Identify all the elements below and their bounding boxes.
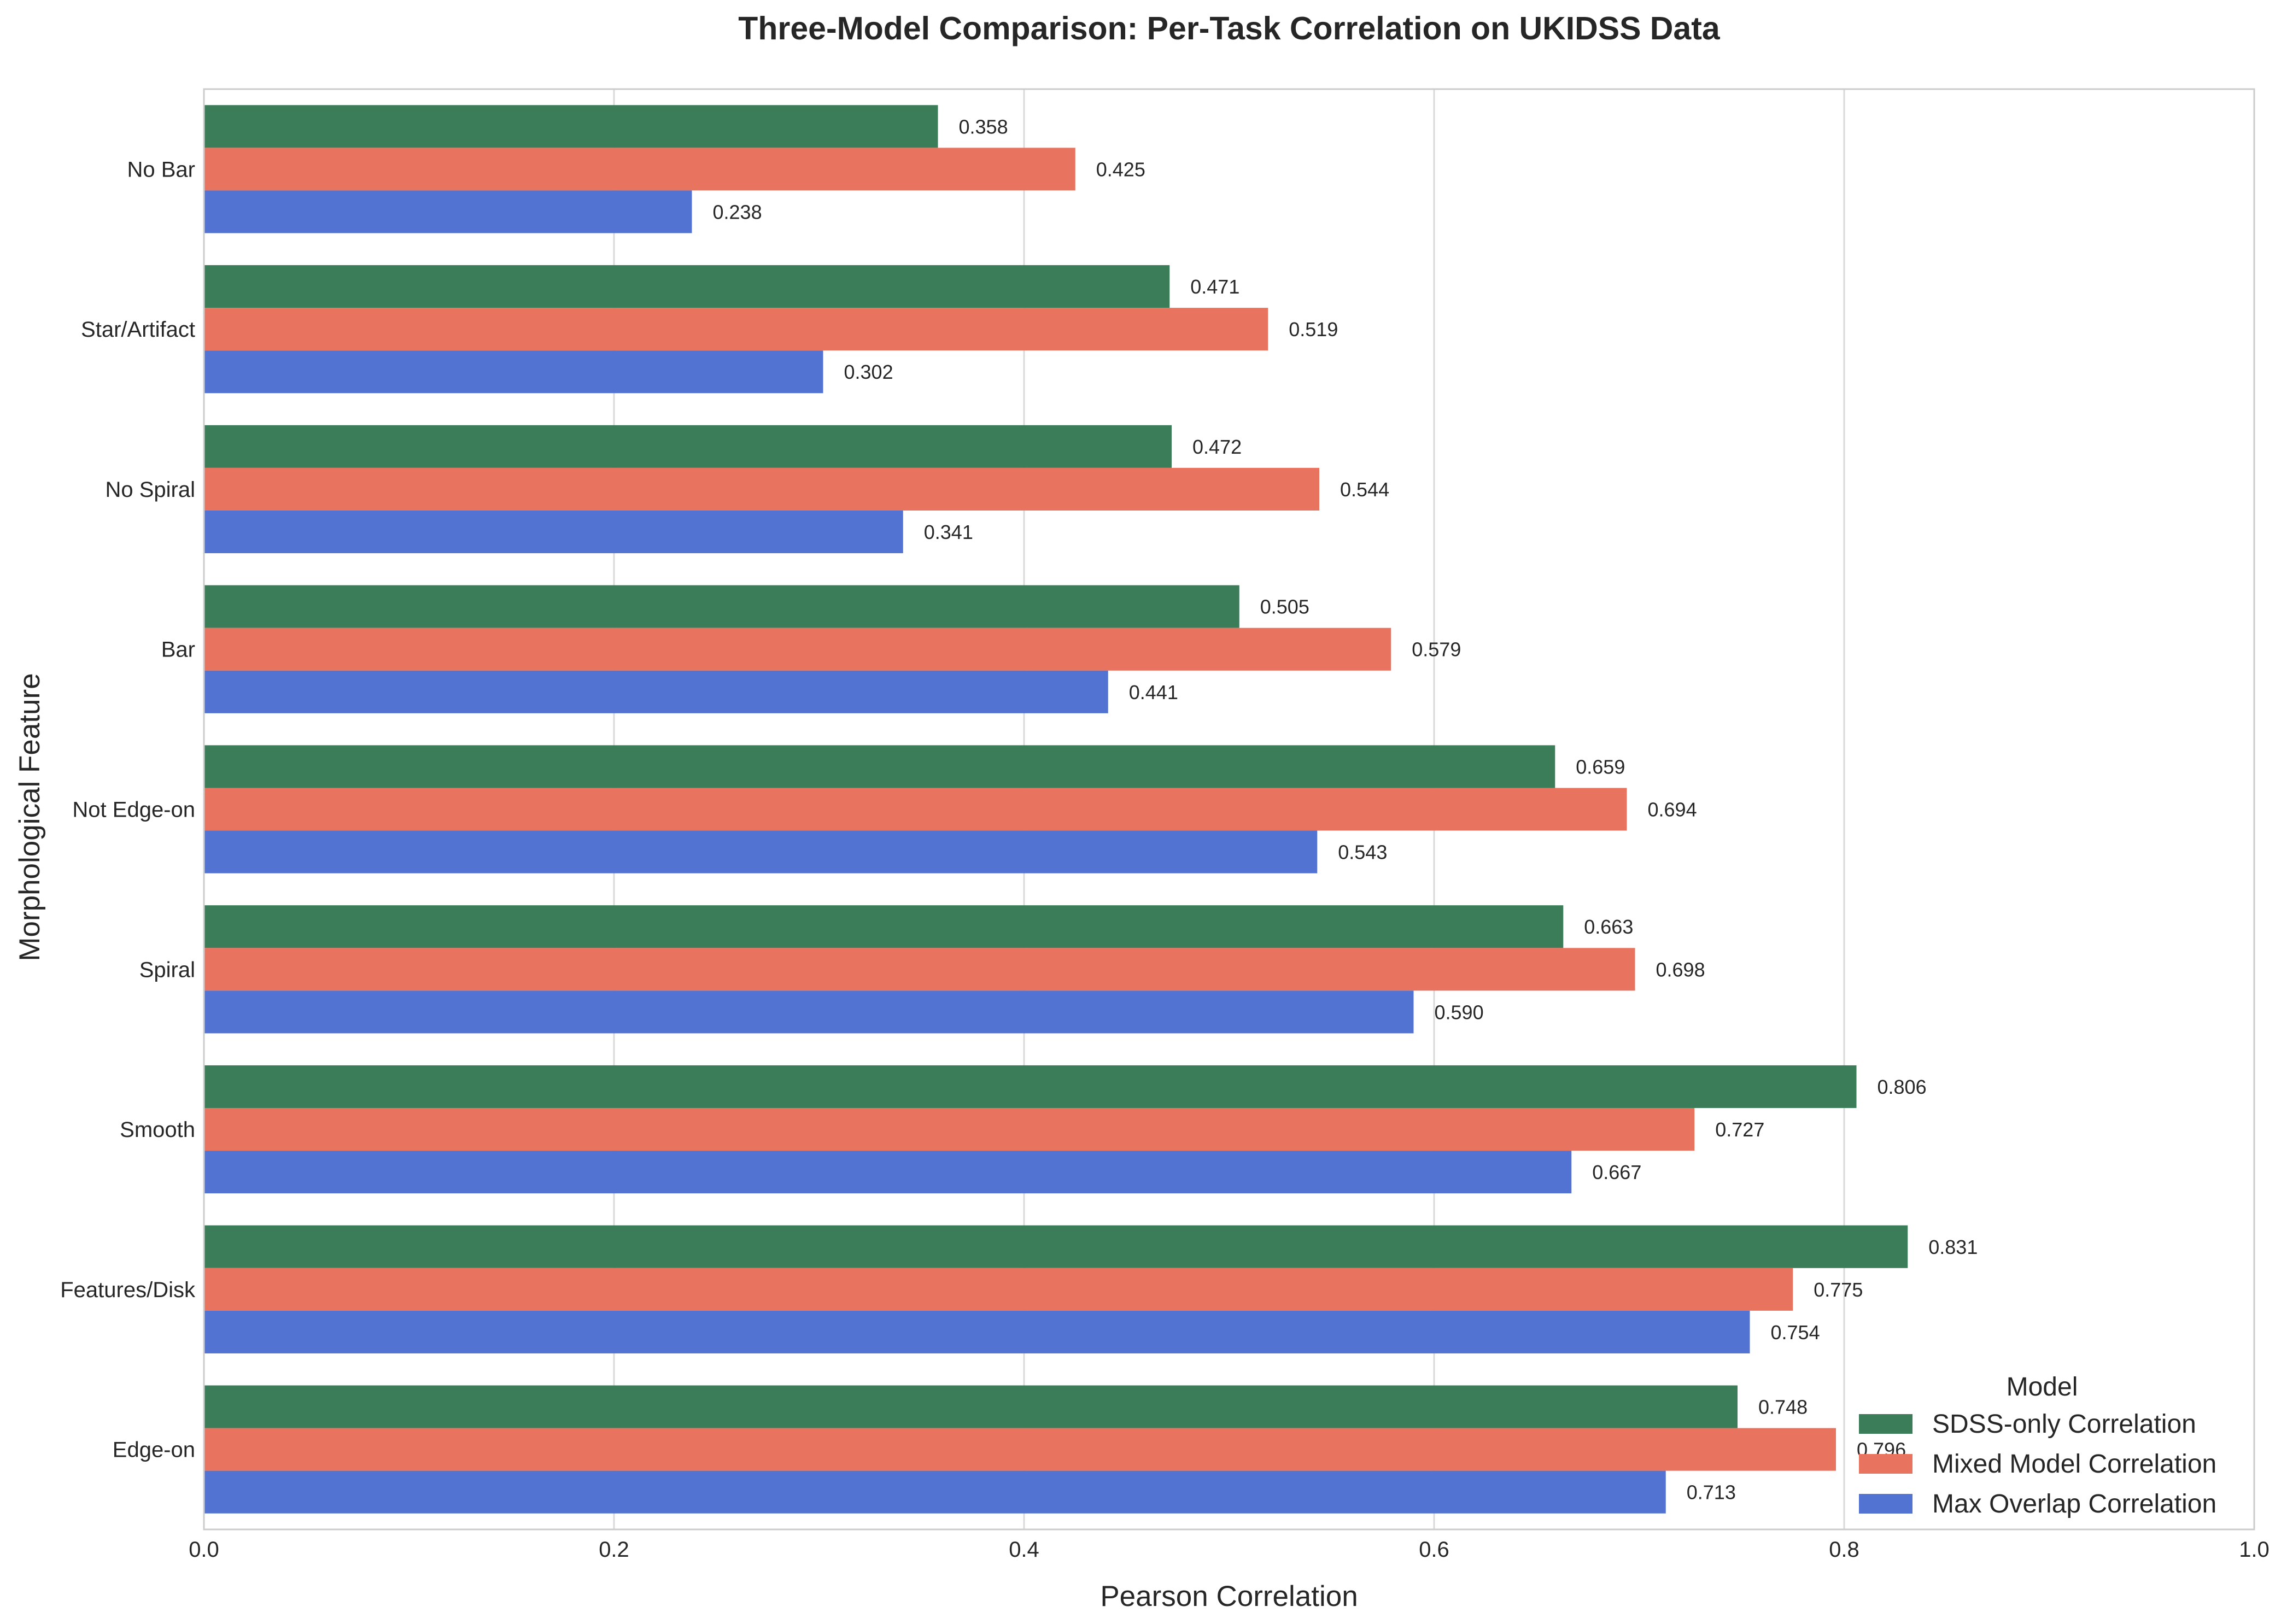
bar-value-label: 0.238 (713, 201, 762, 223)
y-tick-label: Smooth (120, 1118, 195, 1142)
y-tick-label: Star/Artifact (81, 318, 195, 342)
bar-value-label: 0.579 (1412, 638, 1461, 661)
bar (204, 670, 1108, 713)
bar-value-label: 0.519 (1289, 318, 1338, 341)
bar-value-label: 0.471 (1190, 275, 1239, 298)
bar-value-label: 0.727 (1715, 1118, 1764, 1141)
bar-value-label: 0.441 (1129, 681, 1178, 703)
legend-entry: Mixed Model Correlation (1932, 1450, 2216, 1479)
bar (204, 1310, 1750, 1353)
bar-labels: 0.358 0.425 0.238 0.471 0.519 0.302 0.472 0.544… (713, 115, 1978, 1503)
bar (204, 467, 1319, 511)
bar (204, 1151, 1572, 1194)
y-axis-label: Morphological Feature (14, 673, 46, 961)
legend: Model SDSS-only Correlation Mixed Model C… (1859, 1373, 2216, 1519)
bar (204, 148, 1075, 191)
bar (204, 990, 1414, 1034)
x-ticks: 0.0 0.2 0.4 0.6 0.8 1.0 (189, 1538, 2270, 1562)
bar-value-label: 0.302 (844, 361, 893, 383)
bar (204, 628, 1391, 671)
y-tick-label: No Bar (127, 157, 196, 181)
bar-value-label: 0.358 (959, 115, 1008, 138)
x-tick-label: 0.8 (1829, 1538, 1859, 1562)
bar (204, 190, 692, 233)
bar-value-label: 0.341 (924, 521, 973, 543)
bar-value-label: 0.748 (1758, 1396, 1808, 1418)
x-axis-label: Pearson Correlation (1100, 1580, 1358, 1613)
bar (204, 1470, 1666, 1514)
legend-swatch (1859, 1454, 1912, 1474)
plot-frame (203, 88, 2255, 1531)
legend-swatch (1859, 1494, 1912, 1514)
bar (204, 1385, 1738, 1428)
bar (204, 830, 1318, 873)
bar-value-label: 0.425 (1096, 158, 1145, 180)
legend-entry: Max Overlap Correlation (1932, 1490, 2216, 1519)
bar-value-label: 0.754 (1771, 1321, 1820, 1344)
bar-value-label: 0.659 (1576, 755, 1625, 778)
bar (204, 1065, 1857, 1109)
bar (204, 905, 1564, 948)
bar (204, 425, 1172, 468)
bar (204, 948, 1635, 991)
bar-value-label: 0.831 (1928, 1236, 1978, 1258)
bar-value-label: 0.543 (1338, 841, 1387, 864)
legend-swatch (1859, 1414, 1912, 1434)
legend-title: Model (2007, 1373, 2078, 1402)
bar-value-label: 0.667 (1592, 1161, 1641, 1183)
bar (204, 585, 1239, 628)
bar-value-label: 0.544 (1340, 478, 1389, 501)
y-ticks: No Bar Star/Artifact No Spiral Bar Not Edge-… (60, 157, 196, 1462)
y-tick-label: Features/Disk (60, 1278, 196, 1302)
legend-entry: SDSS-only Correlation (1932, 1410, 2196, 1439)
bar (204, 308, 1268, 351)
y-tick-label: Not Edge-on (72, 798, 195, 822)
bar-value-label: 0.590 (1435, 1001, 1484, 1023)
chart-title: Three-Model Comparison: Per-Task Correla… (738, 10, 1721, 46)
bar-value-label: 0.472 (1192, 436, 1242, 458)
bar (204, 350, 823, 394)
bar (204, 745, 1555, 788)
y-tick-label: Bar (161, 638, 195, 662)
bar (204, 1225, 1908, 1268)
bar (204, 1428, 1836, 1471)
bar (204, 265, 1170, 308)
x-tick-label: 0.2 (599, 1538, 629, 1562)
bar (204, 788, 1627, 831)
bars (204, 105, 1908, 1514)
bar-value-label: 0.694 (1648, 799, 1697, 821)
bar (204, 105, 938, 148)
x-tick-label: 0.4 (1009, 1538, 1039, 1562)
bar-value-label: 0.698 (1656, 958, 1705, 981)
bar-value-label: 0.663 (1584, 916, 1633, 938)
x-tick-label: 0.0 (189, 1538, 219, 1562)
bar-value-label: 0.775 (1814, 1279, 1863, 1301)
bar-value-label: 0.505 (1260, 596, 1309, 618)
y-tick-label: No Spiral (105, 478, 195, 502)
y-tick-label: Edge-on (113, 1438, 195, 1462)
bar (204, 1268, 1793, 1311)
y-tick-label: Spiral (139, 958, 195, 982)
bar (204, 510, 903, 554)
bar (204, 1108, 1695, 1151)
x-tick-label: 0.6 (1419, 1538, 1449, 1562)
x-tick-label: 1.0 (2239, 1538, 2270, 1562)
bar-value-label: 0.806 (1878, 1076, 1927, 1098)
bar-value-label: 0.713 (1687, 1481, 1736, 1504)
